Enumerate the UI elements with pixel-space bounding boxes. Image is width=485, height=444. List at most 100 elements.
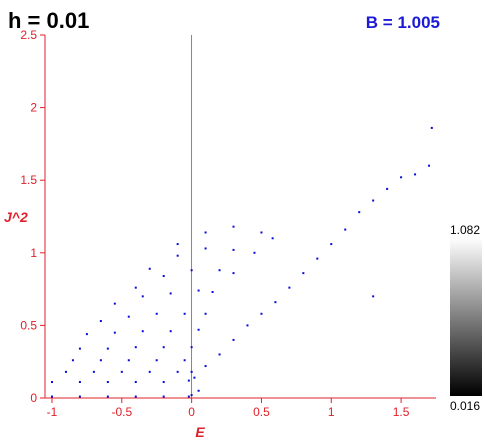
data-point	[127, 359, 130, 362]
data-point	[141, 295, 144, 298]
data-point	[106, 347, 109, 350]
data-point	[218, 353, 221, 356]
data-point	[176, 370, 179, 373]
data-point	[99, 359, 102, 362]
data-point	[211, 291, 214, 294]
scatter-points	[50, 126, 433, 398]
data-point	[260, 312, 263, 315]
data-point	[50, 381, 53, 384]
data-point	[204, 312, 207, 315]
data-point	[113, 302, 116, 305]
data-point	[183, 359, 186, 362]
data-point	[85, 333, 88, 336]
data-point	[106, 381, 109, 384]
data-point	[169, 292, 172, 295]
x-axis-label: E	[195, 424, 205, 440]
data-point	[274, 301, 277, 304]
data-point	[155, 312, 158, 315]
data-point	[78, 381, 81, 384]
colorbar	[450, 238, 482, 396]
data-point	[197, 328, 200, 331]
data-point	[134, 395, 137, 398]
y-tick-label: 2	[30, 101, 37, 115]
data-point	[204, 231, 207, 234]
y-tick-label: 0	[30, 391, 37, 405]
data-point	[162, 346, 165, 349]
data-point	[232, 225, 235, 228]
data-point	[430, 126, 433, 129]
data-point	[71, 359, 74, 362]
data-point	[162, 275, 165, 278]
data-point	[414, 173, 417, 176]
data-point	[190, 370, 193, 373]
data-point	[400, 176, 403, 179]
data-point	[428, 164, 431, 167]
data-point	[134, 381, 137, 384]
x-tick-label: 1.5	[393, 405, 410, 419]
colorbar-min-label: 0.016	[450, 399, 480, 413]
data-point	[253, 251, 256, 254]
data-point	[162, 395, 165, 398]
colorbar-max-label: 1.082	[450, 223, 480, 237]
x-tick-label: 0	[188, 405, 195, 419]
x-tick-label: -1	[47, 405, 58, 419]
data-point	[232, 338, 235, 341]
data-point	[190, 269, 193, 272]
data-point	[232, 248, 235, 251]
data-point	[134, 346, 137, 349]
data-point	[204, 247, 207, 250]
data-point	[176, 243, 179, 246]
data-point	[190, 346, 193, 349]
data-point	[197, 289, 200, 292]
x-tick-label: 0.5	[253, 405, 270, 419]
y-tick-label: 2.5	[20, 28, 37, 42]
data-point	[155, 359, 158, 362]
data-point	[197, 389, 200, 392]
data-point	[372, 199, 375, 202]
data-point	[169, 330, 172, 333]
data-point	[78, 347, 81, 350]
data-point	[127, 315, 130, 318]
data-point	[106, 395, 109, 398]
data-point	[92, 370, 95, 373]
data-point	[302, 272, 305, 275]
data-point	[113, 331, 116, 334]
data-point	[187, 395, 190, 398]
x-tick-label: 1	[328, 405, 335, 419]
data-point	[50, 395, 53, 398]
data-point	[386, 187, 389, 190]
data-point	[358, 211, 361, 214]
data-point	[148, 370, 151, 373]
y-tick-label: 0.5	[20, 318, 37, 332]
data-point	[78, 395, 81, 398]
data-point	[183, 312, 186, 315]
data-point	[99, 320, 102, 323]
data-point	[260, 231, 263, 234]
data-point	[141, 330, 144, 333]
data-point	[344, 228, 347, 231]
data-point	[120, 370, 123, 373]
b-label: B = 1.005	[366, 13, 440, 32]
y-axis-label: J^2	[4, 209, 28, 225]
data-point	[64, 370, 67, 373]
data-point	[330, 243, 333, 246]
x-tick-label: -0.5	[111, 405, 132, 419]
data-point	[134, 286, 137, 289]
data-point	[187, 379, 190, 382]
axes: 0 0.5 1 1.5 2 2.5 -1 -0.5 0 0.5 1 1.5	[20, 28, 436, 419]
data-point	[148, 267, 151, 270]
data-point	[218, 269, 221, 272]
data-point	[246, 324, 249, 327]
data-point	[372, 295, 375, 298]
data-point	[162, 381, 165, 384]
data-point	[316, 257, 319, 260]
y-tick-label: 1.5	[20, 173, 37, 187]
data-point	[176, 254, 179, 257]
data-point	[204, 365, 207, 368]
data-point	[271, 237, 274, 240]
data-point	[190, 394, 193, 397]
data-point	[288, 286, 291, 289]
y-tick-label: 1	[30, 246, 37, 260]
